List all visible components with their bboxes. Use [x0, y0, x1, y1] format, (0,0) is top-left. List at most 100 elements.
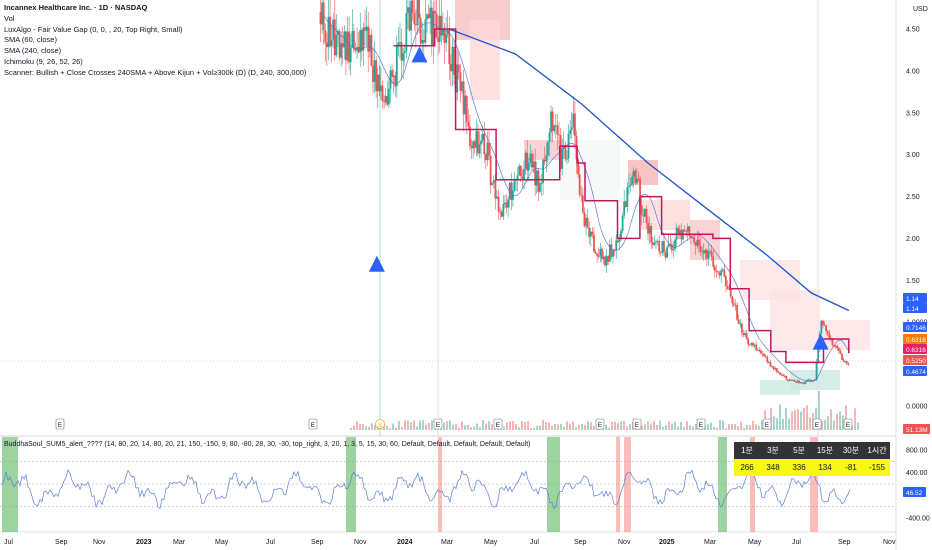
candle-body	[505, 202, 508, 208]
volume-bar	[824, 419, 826, 430]
volume-bar	[473, 426, 475, 430]
osc-bull-zone	[2, 437, 18, 532]
candle-body	[360, 29, 363, 51]
timeframe-header: 1시간	[864, 442, 890, 459]
oscillator-line	[1, 468, 851, 510]
event-marker-label: E	[58, 422, 63, 429]
candle-body	[578, 174, 581, 195]
candle-body	[647, 222, 649, 234]
candle-body	[419, 18, 422, 44]
volume-bar	[818, 390, 820, 430]
legend-line-sma60: SMA (60, close)	[4, 35, 57, 45]
candle-body	[537, 170, 540, 192]
time-axis-label: Sep	[574, 539, 587, 546]
volume-bar	[407, 420, 409, 430]
candle-body	[542, 159, 544, 184]
candle-body	[330, 40, 333, 47]
volume-bar	[722, 420, 724, 430]
candle-body	[491, 182, 494, 186]
candle-body	[713, 266, 716, 271]
event-marker-label: E	[436, 422, 441, 429]
volume-bar	[470, 427, 472, 430]
candle-body	[608, 244, 611, 262]
candle-body	[674, 239, 676, 250]
candle-body	[392, 75, 395, 77]
volume-bar	[392, 423, 394, 430]
candle-body	[500, 211, 503, 217]
candle-body	[402, 53, 405, 61]
volume-bar	[548, 422, 550, 430]
volume-bar	[530, 427, 532, 430]
osc-bull-zone	[718, 437, 727, 532]
volume-bar	[458, 427, 460, 430]
candle-body	[577, 159, 579, 175]
event-marker	[308, 418, 318, 430]
volume-bar	[671, 423, 673, 430]
volume-bar	[761, 420, 763, 430]
candle-body	[546, 141, 549, 156]
event-marker-label: E	[699, 422, 704, 429]
candle-body	[581, 195, 584, 213]
price-tick-label: 2.00	[906, 236, 920, 243]
candle-body	[352, 30, 355, 50]
candle-body	[596, 253, 599, 256]
volume-bar	[800, 411, 802, 430]
volume-bar	[479, 427, 481, 430]
candle-body	[643, 209, 646, 217]
candle-body	[745, 333, 748, 339]
candle-body	[628, 185, 630, 188]
candle-body	[758, 349, 761, 351]
fvg-box	[560, 140, 620, 200]
time-axis-label: May	[215, 539, 229, 546]
volume-bar	[563, 427, 565, 430]
candle-body	[750, 342, 753, 345]
candle-body	[411, 0, 414, 13]
candle-body	[642, 214, 645, 217]
candle-body	[524, 152, 527, 169]
candle-body	[632, 170, 635, 177]
volume-bar	[734, 423, 736, 430]
candle-body	[407, 7, 409, 13]
candle-body	[610, 244, 613, 257]
candle-body	[844, 361, 847, 363]
candle-body	[667, 243, 670, 248]
candle-body	[414, 24, 417, 26]
legend-line-sma240: SMA (240, close)	[4, 46, 62, 56]
volume-bar	[695, 423, 697, 430]
volume-bar	[797, 409, 799, 430]
volume-bar	[383, 424, 385, 430]
price-scale-label-bg	[903, 344, 927, 354]
candle-body	[519, 165, 522, 177]
candle-body	[593, 234, 595, 252]
volume-bar	[608, 427, 610, 430]
volume-bar	[830, 409, 832, 430]
candle-body	[496, 196, 498, 199]
volume-bar	[629, 424, 631, 430]
candle-body	[387, 88, 390, 105]
candle-body	[586, 217, 589, 228]
volume-bar	[623, 420, 625, 430]
event-marker	[375, 419, 385, 429]
candle-body	[744, 333, 746, 336]
candle-body	[469, 126, 471, 146]
candle-body	[521, 176, 524, 180]
candle-body	[561, 148, 564, 169]
candle-body	[823, 324, 826, 326]
candle-body	[688, 226, 691, 237]
price-scale-label-bg	[903, 293, 927, 303]
volume-bar	[686, 421, 688, 430]
volume-bar	[401, 427, 403, 430]
candle-body	[367, 26, 370, 52]
time-axis-label: Nov	[883, 539, 896, 546]
candle-body	[442, 28, 444, 36]
volume-bar	[566, 421, 568, 430]
candle-body	[548, 132, 551, 142]
candle-body	[513, 180, 516, 191]
candle-body	[599, 248, 602, 257]
candle-body	[527, 162, 530, 171]
candle-body	[340, 43, 343, 58]
candle-body	[365, 26, 368, 31]
volume-bar	[503, 426, 505, 430]
osc-tick-label: -400.00	[906, 516, 930, 523]
osc-tick-label: 400.00	[906, 470, 928, 477]
